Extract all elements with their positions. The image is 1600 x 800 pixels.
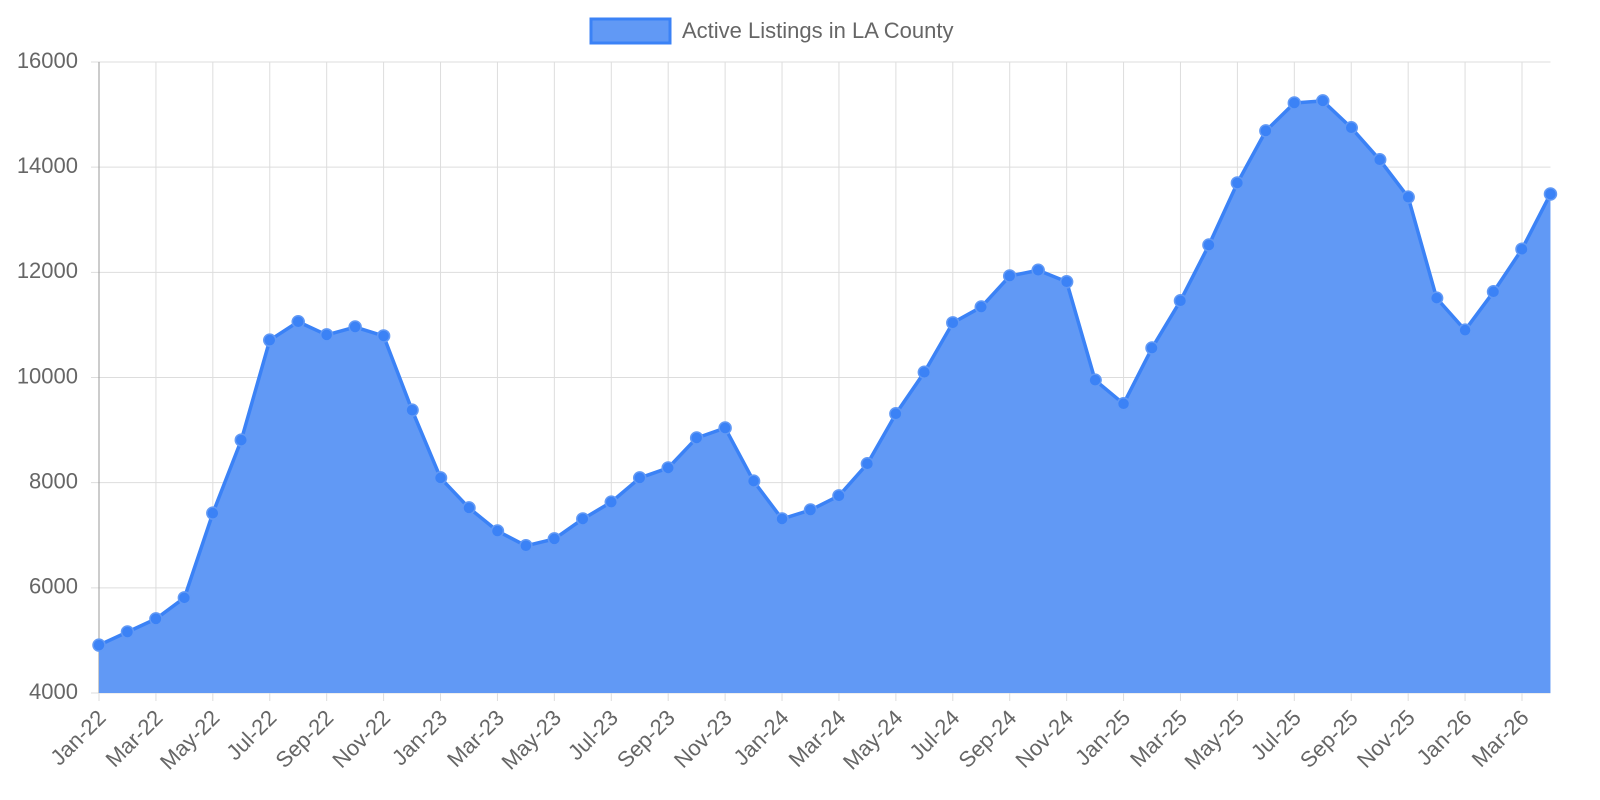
point (149, 612, 163, 626)
point (1002, 269, 1017, 283)
y-tick-label: 12000 (17, 258, 78, 283)
point (917, 365, 932, 379)
point (462, 501, 476, 515)
point (746, 474, 761, 488)
point (1116, 397, 1131, 411)
point (1202, 238, 1216, 252)
point (1316, 94, 1330, 108)
point (889, 407, 903, 421)
point (177, 591, 192, 605)
x-tick-label: Mar-24 (784, 705, 851, 772)
point (1486, 285, 1501, 299)
x-tick-label: Nov-23 (669, 705, 737, 773)
point (576, 512, 590, 526)
y-tick-label: 8000 (29, 468, 78, 493)
x-tick-label: Nov-22 (327, 705, 395, 773)
point (206, 506, 220, 520)
x-tick-label: Sep-25 (1295, 705, 1363, 773)
point (1031, 263, 1045, 277)
point (604, 495, 619, 509)
y-tick-label: 14000 (17, 153, 78, 178)
x-tick-label: Jan-24 (728, 705, 793, 770)
point (1372, 153, 1387, 167)
point (832, 489, 846, 503)
point (547, 532, 562, 546)
y-tick-label: 6000 (29, 574, 78, 599)
y-tick-label: 4000 (29, 679, 78, 704)
point (319, 328, 334, 342)
point (1230, 176, 1245, 190)
point (632, 471, 647, 485)
point (860, 456, 875, 471)
point (1059, 275, 1074, 289)
point (803, 503, 818, 517)
point (1287, 96, 1302, 110)
point (661, 461, 675, 475)
point (775, 512, 789, 526)
x-tick-label: Sep-23 (612, 705, 680, 773)
point (405, 403, 419, 417)
x-tick-label: Nov-24 (1010, 705, 1078, 773)
y-tick-label: 10000 (17, 363, 78, 388)
area (99, 100, 1551, 693)
x-tick-label: Mar-26 (1467, 705, 1534, 772)
x-tick-label: Sep-24 (954, 705, 1022, 773)
point (946, 316, 960, 330)
x-tick-label: May-24 (838, 705, 908, 775)
line (98, 99, 1553, 647)
point (1458, 323, 1472, 337)
legend-label: Active Listings in LA County (682, 18, 953, 43)
point (1145, 341, 1159, 355)
point (234, 433, 249, 447)
x-tick-label: May-25 (1179, 705, 1249, 775)
point (348, 320, 362, 334)
point (92, 638, 106, 652)
x-tick-label: Jan-25 (1070, 705, 1135, 770)
x-tick-label: Jan-26 (1411, 705, 1476, 770)
point (519, 539, 533, 553)
x-tick-label: Jan-22 (45, 705, 110, 770)
point (689, 431, 704, 445)
x-tick-label: May-22 (155, 705, 225, 775)
point (1401, 190, 1415, 204)
point (1088, 373, 1102, 387)
point (490, 524, 505, 538)
point (376, 329, 391, 343)
x-tick-label: Nov-25 (1352, 705, 1420, 773)
point (1429, 291, 1444, 305)
y-tick-label: 16000 (17, 48, 78, 73)
point (1173, 293, 1188, 308)
point (974, 300, 989, 314)
x-tick-label: Jan-23 (387, 705, 452, 770)
point (1344, 120, 1358, 135)
x-tick-label: Mar-22 (101, 705, 168, 772)
point (291, 315, 305, 329)
point (718, 421, 732, 435)
point (263, 333, 277, 347)
point (1543, 187, 1558, 201)
point (1259, 124, 1273, 138)
point (433, 471, 448, 485)
x-tick-label: Sep-22 (270, 705, 338, 773)
legend-swatch (589, 17, 672, 45)
x-tick-label: May-23 (496, 705, 566, 775)
x-tick-label: Mar-25 (1125, 705, 1192, 772)
point (120, 625, 135, 639)
x-tick-label: Mar-23 (442, 705, 509, 772)
point (1515, 242, 1529, 256)
